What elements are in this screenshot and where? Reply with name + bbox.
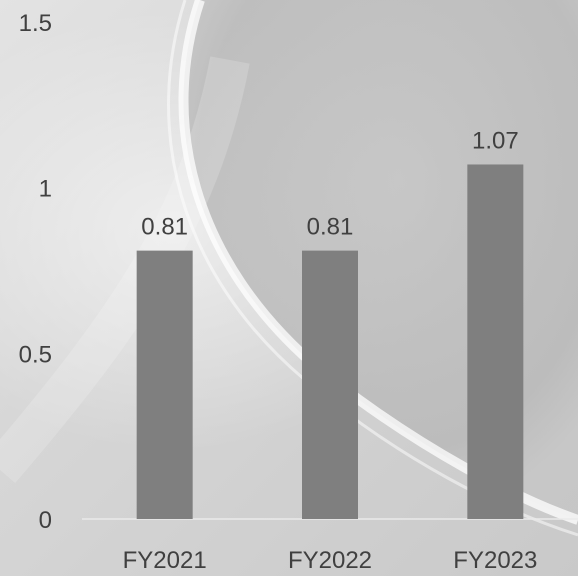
data-labels: 0.81 0.81 1.07: [141, 127, 518, 240]
bar-fy2021: [136, 250, 193, 519]
x-tick-label: FY2022: [288, 547, 372, 574]
x-axis-tick-labels: FY2021 FY2022 FY2023: [123, 547, 538, 574]
bar-fy2023: [467, 164, 524, 519]
bars: [136, 164, 524, 519]
bar-fy2022: [302, 250, 358, 519]
y-axis-tick-labels: 0 0.5 1 1.5: [19, 10, 52, 534]
y-tick-label: 1.5: [19, 10, 52, 37]
data-label: 0.81: [141, 214, 188, 241]
data-label: 1.07: [472, 127, 519, 154]
y-tick-label: 1: [39, 176, 52, 203]
y-tick-label: 0.5: [19, 341, 52, 368]
x-tick-label: FY2021: [123, 547, 207, 574]
y-tick-label: 0: [39, 507, 52, 534]
data-label: 0.81: [307, 214, 354, 241]
x-tick-label: FY2023: [453, 547, 537, 574]
